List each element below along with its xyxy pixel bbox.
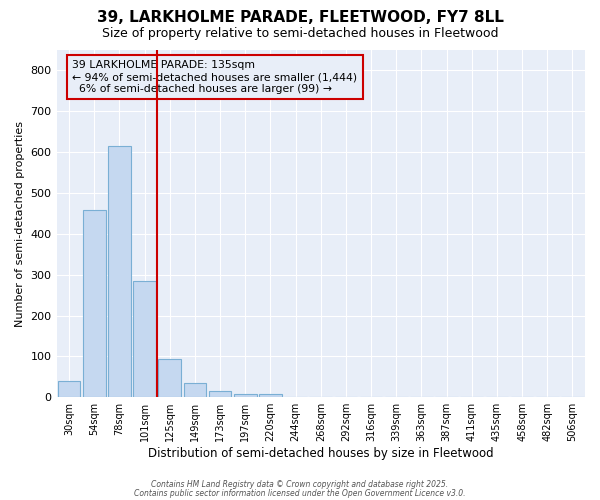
Bar	[158, 359, 181, 397]
Text: 39 LARKHOLME PARADE: 135sqm
← 94% of semi-detached houses are smaller (1,444)
  : 39 LARKHOLME PARADE: 135sqm ← 94% of sem…	[73, 60, 358, 94]
Y-axis label: Number of semi-detached properties: Number of semi-detached properties	[15, 120, 25, 326]
Bar	[58, 381, 80, 397]
Bar	[209, 391, 232, 397]
Bar	[133, 281, 156, 397]
X-axis label: Distribution of semi-detached houses by size in Fleetwood: Distribution of semi-detached houses by …	[148, 447, 494, 460]
Bar	[83, 210, 106, 397]
Bar	[259, 394, 282, 397]
Bar	[234, 394, 257, 397]
Text: 39, LARKHOLME PARADE, FLEETWOOD, FY7 8LL: 39, LARKHOLME PARADE, FLEETWOOD, FY7 8LL	[97, 10, 503, 25]
Text: Contains public sector information licensed under the Open Government Licence v3: Contains public sector information licen…	[134, 488, 466, 498]
Text: Contains HM Land Registry data © Crown copyright and database right 2025.: Contains HM Land Registry data © Crown c…	[151, 480, 449, 489]
Bar	[108, 146, 131, 397]
Bar	[184, 383, 206, 397]
Text: Size of property relative to semi-detached houses in Fleetwood: Size of property relative to semi-detach…	[102, 28, 498, 40]
